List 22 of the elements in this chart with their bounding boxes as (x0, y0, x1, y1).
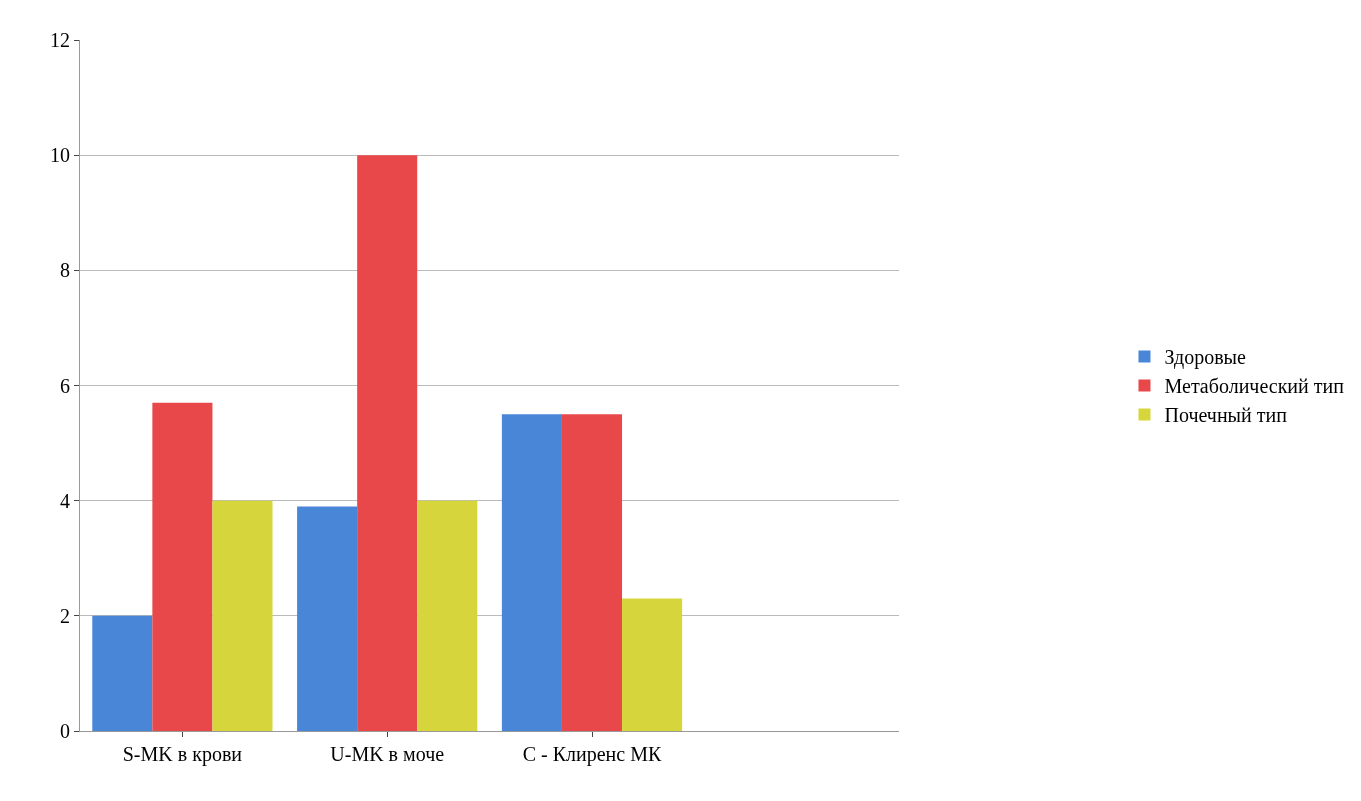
bar (297, 506, 358, 731)
y-tick-label: 6 (60, 374, 70, 397)
bar (622, 598, 683, 731)
bar (92, 615, 153, 731)
x-tick-label: C - Клиренс МК (522, 743, 662, 766)
bar (357, 155, 418, 731)
y-tick-label: 4 (60, 489, 70, 512)
x-tick-label: S-MK в крови (122, 743, 243, 766)
y-tick-label: 0 (60, 720, 70, 742)
bar (417, 500, 478, 731)
bar (212, 500, 273, 731)
y-tick-label: 2 (60, 604, 70, 627)
y-tick-label: 8 (60, 259, 70, 282)
x-tick-label: U-MK в моче (330, 743, 445, 765)
y-tick-label: 10 (50, 144, 70, 167)
bar (561, 414, 623, 731)
y-tick-label: 12 (50, 29, 70, 51)
legend-label: Метаболический тип (1164, 375, 1345, 398)
bar (152, 402, 213, 731)
bar (501, 414, 562, 731)
legend-label: Почечный тип (1164, 404, 1288, 427)
legend-label: Здоровые (1164, 346, 1247, 370)
